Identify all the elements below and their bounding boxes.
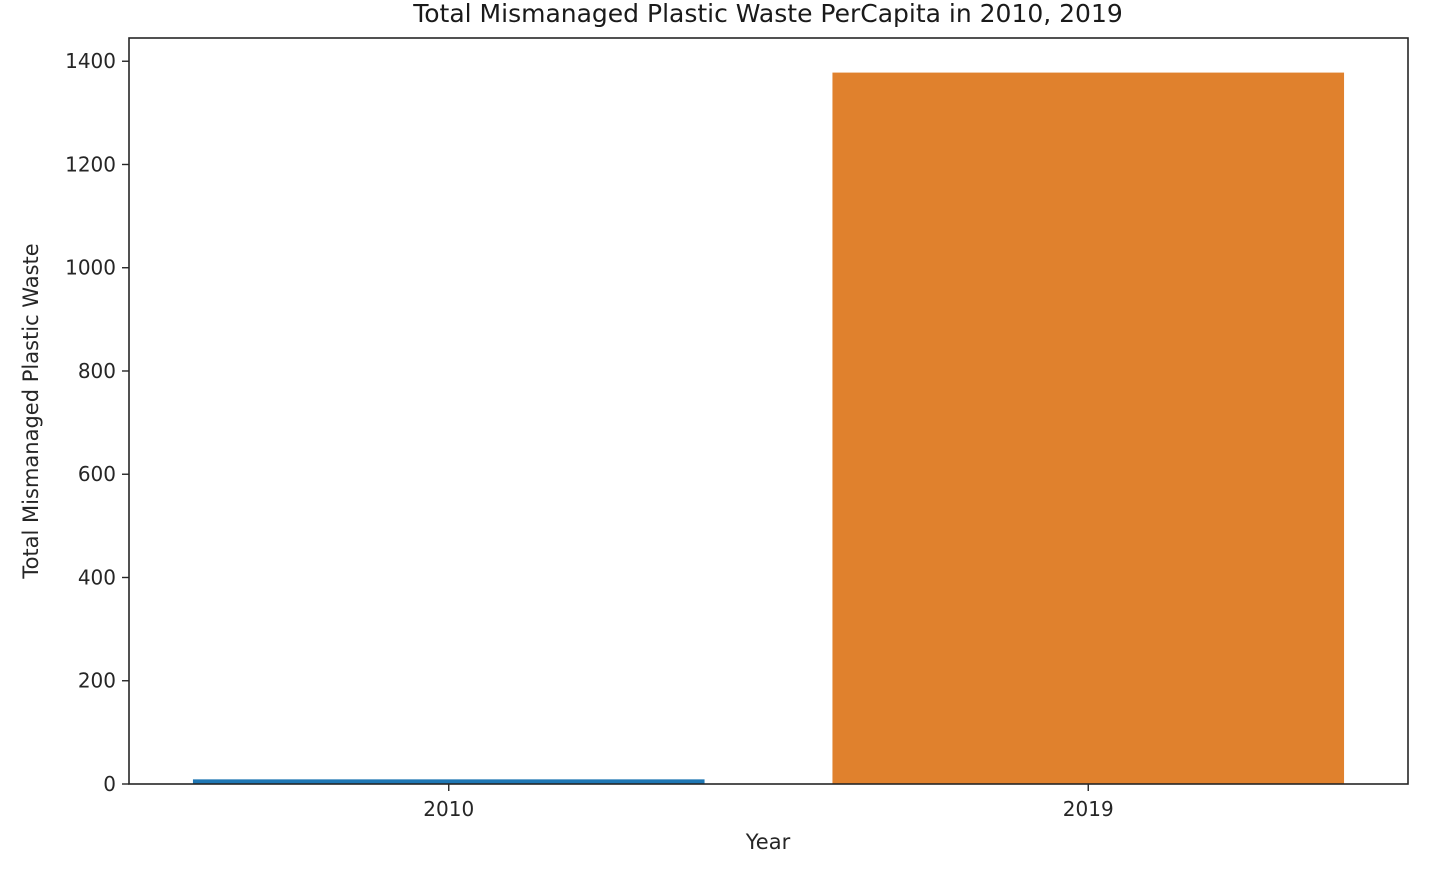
y-axis-label: Total Mismanaged Plastic Waste bbox=[19, 243, 43, 579]
y-tick-label: 400 bbox=[78, 565, 116, 589]
x-axis-ticks: 2010 2019 bbox=[423, 784, 1114, 821]
y-axis-ticks: 0 200 400 600 800 1000 1200 1400 bbox=[65, 49, 129, 796]
y-tick-label: 0 bbox=[103, 772, 116, 796]
x-tick-label-2010: 2010 bbox=[423, 797, 474, 821]
y-tick-label: 1000 bbox=[65, 256, 116, 280]
plot-area: 0 200 400 600 800 1000 1200 1400 2010 2019 bbox=[65, 37, 1409, 821]
x-axis-label: Year bbox=[745, 830, 791, 854]
y-tick-label: 1400 bbox=[65, 49, 116, 73]
y-tick-label: 200 bbox=[78, 669, 116, 693]
bar-2010 bbox=[192, 779, 705, 784]
chart-title: Total Mismanaged Plastic Waste PerCapita… bbox=[412, 0, 1123, 28]
bars bbox=[192, 72, 1345, 785]
x-tick-label-2019: 2019 bbox=[1063, 797, 1114, 821]
y-tick-label: 1200 bbox=[65, 152, 116, 176]
y-tick-label: 600 bbox=[78, 462, 116, 486]
bar-2019 bbox=[832, 72, 1345, 785]
plot-frame bbox=[128, 37, 1409, 785]
y-tick-label: 800 bbox=[78, 359, 116, 383]
